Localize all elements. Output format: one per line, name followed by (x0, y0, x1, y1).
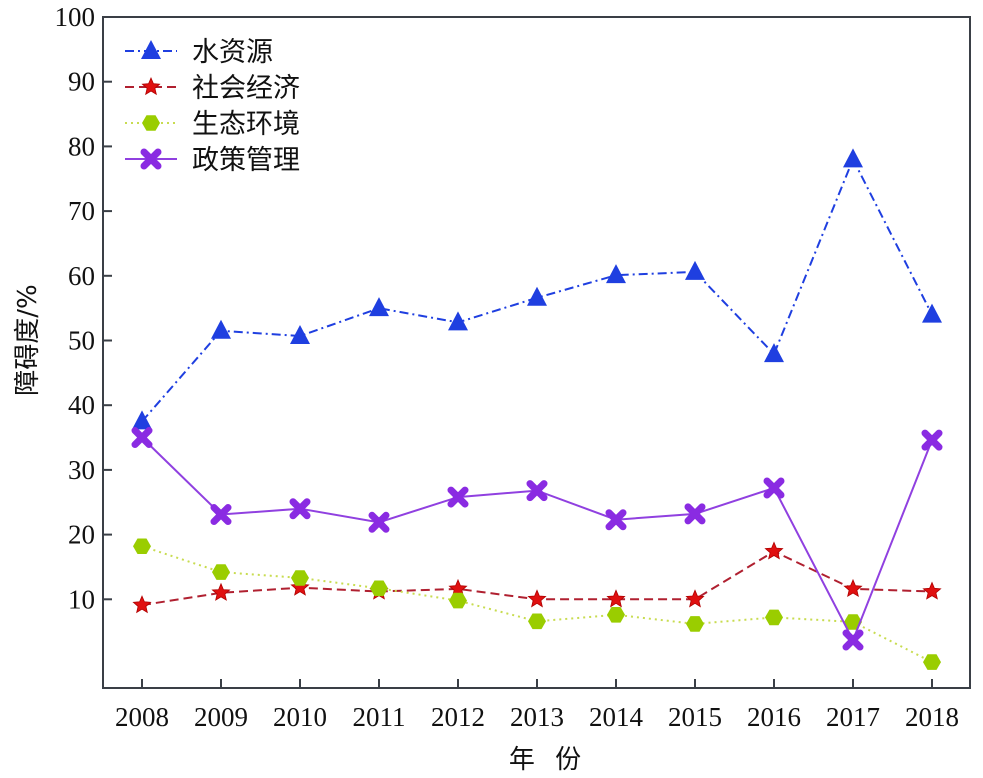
hexagon-marker (923, 654, 941, 670)
legend-label: 生态环境 (192, 109, 300, 140)
star-marker (290, 577, 310, 596)
star-marker (527, 589, 547, 608)
y-axis: 10 20 30 40 50 60 70 80 90 100 (55, 2, 112, 614)
cross-marker (921, 429, 943, 451)
x-tick-label: 2008 (115, 702, 169, 732)
x-tick-label: 2015 (668, 702, 722, 732)
hexagon-marker (133, 538, 151, 554)
triangle-marker (527, 286, 547, 306)
legend-label: 政策管理 (192, 145, 300, 176)
cross-marker (140, 148, 162, 170)
y-tick-label: 80 (68, 131, 95, 161)
y-axis-title: 障碍度/% (13, 284, 43, 395)
x-tick-label: 2010 (273, 702, 327, 732)
cross-marker (368, 511, 390, 533)
triangle-marker (448, 311, 468, 331)
hexagon-marker (449, 592, 467, 609)
series-2 (133, 538, 941, 670)
triangle-marker (290, 324, 310, 344)
triangle-marker (685, 260, 705, 280)
cross-marker (210, 504, 232, 526)
x-tick-label: 2018 (905, 702, 959, 732)
triangle-marker (369, 297, 389, 317)
x-axis-title: 年 份 (509, 745, 587, 775)
legend-label: 水资源 (192, 37, 273, 68)
legend-item-2: 生态环境 (125, 109, 300, 140)
star-marker (922, 581, 942, 600)
cross-marker (447, 486, 469, 508)
x-tick-label: 2016 (747, 702, 801, 732)
y-tick-label: 100 (55, 2, 96, 32)
y-tick-label: 90 (68, 67, 95, 97)
legend-item-1: 社会经济 (125, 73, 300, 104)
y-tick-label: 50 (68, 326, 95, 356)
hexagon-marker (607, 607, 625, 623)
y-tick-label: 60 (68, 261, 95, 291)
series-layer (131, 148, 943, 670)
hexagon-marker (370, 580, 388, 597)
triangle-marker (211, 319, 231, 339)
triangle-marker (141, 40, 161, 59)
series-3 (131, 427, 943, 651)
cross-marker (842, 629, 864, 651)
x-tick-label: 2017 (826, 702, 880, 732)
cross-marker (289, 498, 311, 520)
x-tick-label: 2014 (589, 702, 644, 732)
y-tick-label: 20 (68, 520, 95, 550)
star-marker (132, 595, 152, 614)
triangle-marker (922, 303, 942, 323)
triangle-marker (606, 264, 626, 284)
cross-marker (684, 503, 706, 525)
hexagon-marker (765, 609, 783, 626)
hexagon-marker (142, 115, 160, 131)
star-marker (764, 541, 784, 560)
legend-item-0: 水资源 (125, 37, 273, 68)
hexagon-marker (844, 614, 862, 630)
legend-label: 社会经济 (192, 73, 300, 104)
x-tick-label: 2009 (194, 702, 248, 732)
x-tick-label: 2012 (431, 702, 485, 732)
hexagon-marker (212, 564, 230, 580)
x-tick-label: 2011 (353, 702, 406, 732)
y-tick-label: 70 (68, 196, 95, 226)
star-marker (685, 589, 705, 608)
cross-marker (131, 427, 153, 449)
hexagon-marker (291, 570, 309, 586)
cross-marker (526, 480, 548, 502)
x-axis: 2008 2009 2010 2011 2012 2013 2014 2015 2016 2017… (115, 679, 959, 732)
series-line (141, 436, 933, 643)
legend-item-3: 政策管理 (125, 145, 300, 176)
series-line (141, 156, 933, 423)
triangle-marker (764, 343, 784, 363)
star-marker (141, 76, 161, 96)
triangle-marker (843, 148, 863, 168)
star-marker (843, 578, 863, 598)
star-marker (211, 582, 231, 601)
cross-marker (763, 477, 785, 499)
series-1 (132, 541, 942, 614)
series-0 (132, 148, 942, 430)
cross-marker (605, 509, 627, 531)
y-tick-label: 30 (68, 455, 95, 485)
hexagon-marker (686, 616, 704, 632)
hexagon-marker (528, 613, 546, 630)
y-tick-label: 10 (68, 584, 95, 614)
x-tick-label: 2013 (510, 702, 564, 732)
triangle-marker (132, 410, 152, 430)
y-tick-label: 40 (68, 390, 95, 420)
star-marker (606, 589, 626, 608)
